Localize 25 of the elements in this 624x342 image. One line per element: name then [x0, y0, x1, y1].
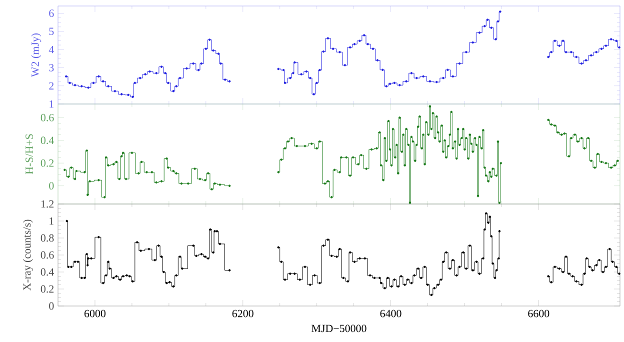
- y-tick-label: 0: [49, 302, 54, 310]
- y-axis-title: W2 (mJy): [31, 33, 42, 78]
- y-tick-label: 0.4: [40, 268, 54, 276]
- x-tick-label: 6200: [232, 310, 254, 318]
- y-tick-label: 0.2: [40, 159, 54, 167]
- y-tick-label: 1: [50, 100, 54, 108]
- y-tick-label: 6: [49, 10, 54, 17]
- y-tick-label: 0.2: [40, 285, 54, 293]
- y-tick-label: 1: [50, 217, 54, 225]
- x-tick-label: 6400: [380, 310, 402, 318]
- y-tick-label: 5: [49, 28, 54, 36]
- y-tick-label: 0.8: [40, 234, 54, 242]
- y-tick-label: 2: [49, 82, 54, 90]
- y-tick-label: 0: [49, 182, 54, 190]
- y-tick-label: 3: [49, 64, 54, 72]
- x-tick-label: 6000: [84, 310, 106, 318]
- y-tick-label: 1.2: [41, 200, 54, 208]
- y-tick-label: 0.6: [40, 251, 54, 259]
- y-axis-title: H-S/H+S: [26, 134, 33, 174]
- y-tick-label: 0.6: [40, 114, 54, 122]
- x-tick-label: 6600: [528, 310, 550, 318]
- y-axis-title: X-ray (counts/s): [22, 220, 33, 291]
- x-axis-title: MJD−50000: [312, 324, 366, 332]
- y-tick-label: 4: [48, 46, 54, 54]
- y-tick-label: 0.4: [40, 136, 54, 144]
